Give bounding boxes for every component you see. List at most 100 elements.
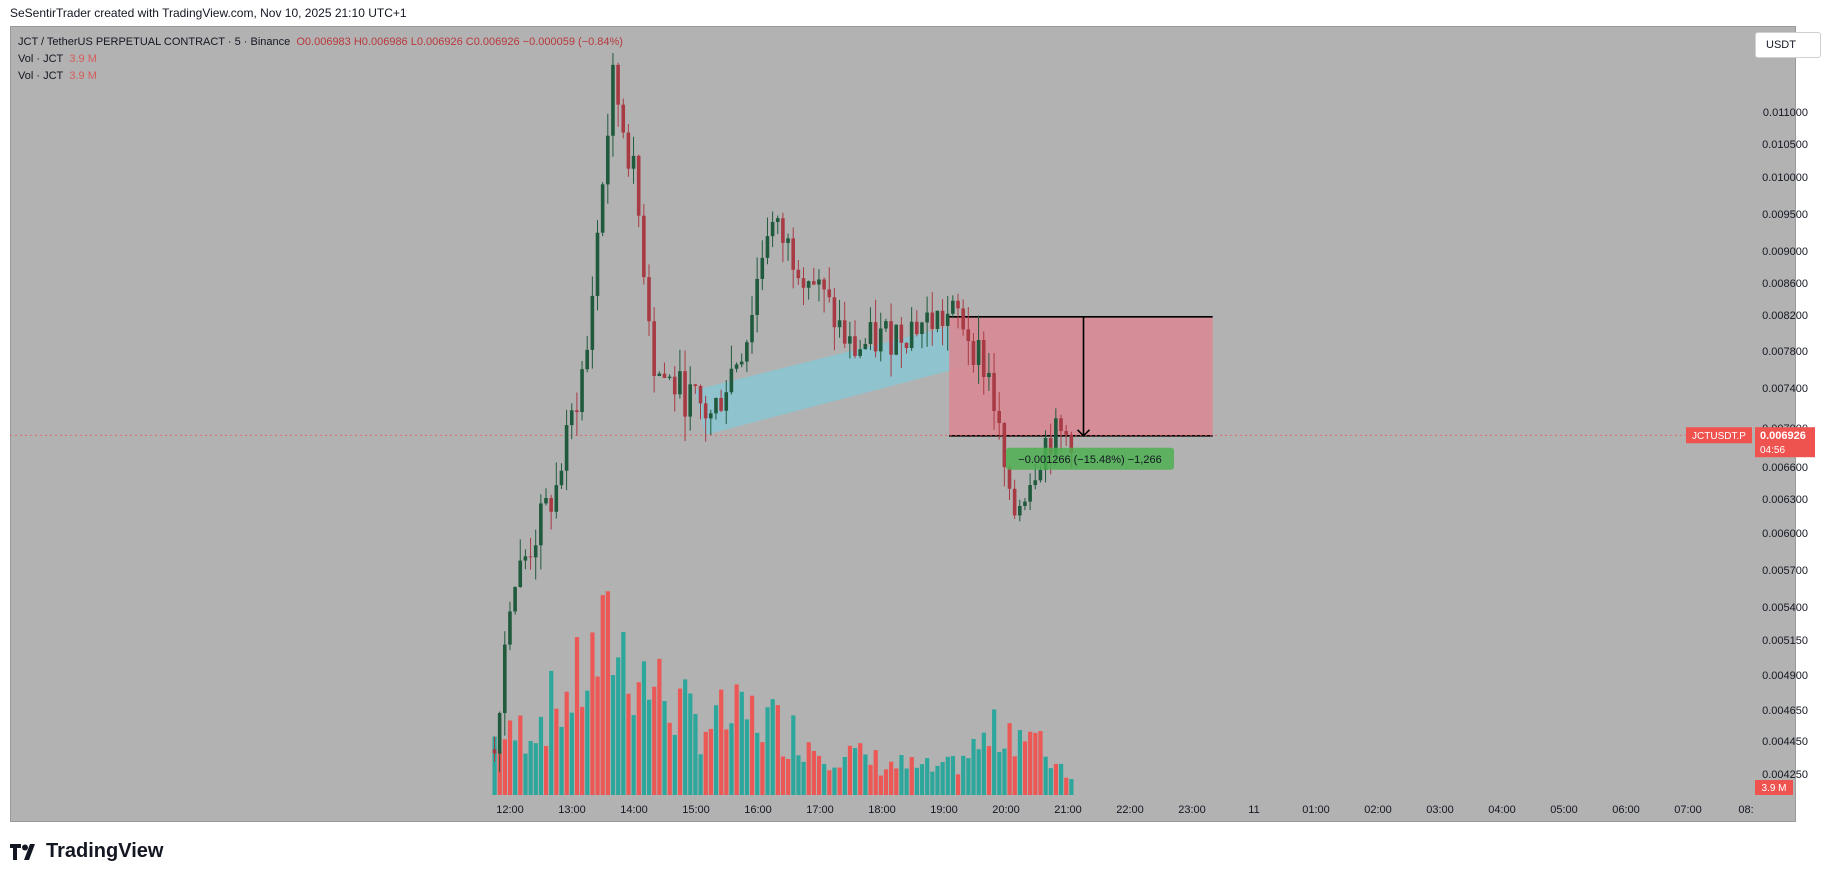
candle-body	[1054, 418, 1058, 455]
tradingview-logo[interactable]: TradingView	[10, 840, 163, 863]
volume-bar	[554, 708, 559, 795]
volume-bar	[961, 755, 966, 795]
volume-tag	[1755, 780, 1793, 795]
x-axis-tick-label: 07:00	[1674, 804, 1702, 816]
candle-body	[904, 342, 909, 348]
volume-bar	[981, 732, 986, 795]
x-axis-tick-label: 11	[1248, 804, 1259, 816]
symbol-line[interactable]: JCT / TetherUS PERPETUAL CONTRACT · 5 · …	[18, 34, 623, 51]
volume-bar	[853, 748, 858, 795]
currency-button[interactable]: USDT	[1755, 32, 1821, 58]
volume-bar	[822, 763, 827, 795]
volume-bar	[724, 729, 729, 795]
volume-bar	[1007, 723, 1012, 795]
x-axis-tick-label: 19:00	[930, 804, 958, 816]
candle-body	[951, 300, 955, 314]
symbol-price-tag-text: JCTUSDT.P	[1692, 431, 1746, 442]
volume-bar	[708, 728, 713, 795]
candle-body	[987, 372, 991, 378]
candle-body	[734, 364, 739, 369]
candle-body	[894, 324, 898, 355]
volume-bar	[574, 637, 580, 795]
volume-bar	[739, 691, 744, 795]
ohlc-values: O0.006983 H0.006986 L0.006926 C0.006926 …	[296, 36, 623, 48]
volume-bar	[502, 739, 507, 795]
candle-body	[940, 310, 945, 326]
volume-bar	[683, 679, 688, 795]
volume-bar	[919, 764, 925, 795]
volume-bar	[1064, 777, 1069, 795]
x-axis-tick-label: 01:00	[1302, 804, 1330, 816]
y-axis-tick-label: 0.008200	[1762, 310, 1808, 322]
volume-bar	[801, 761, 806, 795]
volume-bar	[528, 740, 533, 795]
y-axis-tick-label: 0.005400	[1762, 602, 1808, 614]
candle-body	[549, 498, 553, 512]
y-axis-tick-label: 0.004900	[1762, 670, 1808, 682]
candle-body	[812, 281, 816, 285]
x-axis-tick-label: 23:00	[1178, 804, 1206, 816]
x-axis-tick-label: 08:	[1738, 804, 1753, 816]
candle-body	[796, 269, 801, 279]
y-axis-tick-label: 0.006000	[1762, 528, 1808, 540]
symbol-price-tag	[1686, 427, 1752, 444]
candle-body	[858, 349, 862, 356]
volume-bar	[837, 767, 842, 795]
volume-bar	[780, 756, 786, 795]
volume-value-1: 3.9 M	[69, 53, 97, 65]
volume-bar	[956, 774, 961, 795]
candle-body	[703, 403, 708, 419]
countdown-text: 04:56	[1760, 445, 1785, 456]
volume-bar	[657, 658, 662, 795]
candle-body	[832, 297, 837, 328]
candle-body	[786, 238, 790, 243]
y-axis-tick-label: 0.006600	[1762, 462, 1808, 474]
x-axis-tick-label: 21:00	[1054, 804, 1082, 816]
volume-bar	[832, 767, 837, 795]
volume-value-2: 3.9 M	[69, 70, 97, 82]
candle-body	[791, 238, 795, 270]
candle-body	[745, 342, 749, 362]
candle-body	[920, 322, 924, 335]
candle-body	[631, 155, 636, 169]
volume-bar	[873, 750, 878, 795]
volume-bar	[1038, 731, 1043, 795]
volume-bar	[940, 762, 945, 795]
candle-body	[848, 336, 852, 344]
volume-label-2: Vol · JCT	[18, 70, 64, 82]
candle-body	[935, 310, 940, 329]
candle-body	[863, 343, 868, 350]
candle-body	[765, 236, 770, 258]
candle-body	[853, 336, 857, 356]
volume-legend-2[interactable]: Vol · JCT 3.9 M	[18, 68, 623, 85]
candle-body	[1028, 485, 1032, 502]
volume-bar	[976, 749, 981, 795]
candle-body	[992, 372, 996, 411]
x-axis-tick-label: 20:00	[992, 804, 1020, 816]
volume-bar	[904, 768, 909, 795]
volume-bar	[930, 771, 935, 795]
chart-pane[interactable]	[10, 26, 1796, 822]
candle-body	[595, 232, 600, 296]
volume-bar	[925, 758, 930, 795]
volume-bar	[513, 740, 518, 795]
x-axis-tick-label: 02:00	[1364, 804, 1392, 816]
x-axis-tick-label: 17:00	[806, 804, 834, 816]
volume-bar	[518, 715, 523, 795]
candle-body	[569, 410, 574, 426]
candle-body	[616, 64, 620, 105]
volume-bar	[863, 754, 868, 795]
candle-body	[837, 320, 842, 328]
x-axis-tick-label: 03:00	[1426, 804, 1454, 816]
candle-body	[739, 361, 744, 365]
volume-bar	[909, 756, 914, 795]
volume-legend-1[interactable]: Vol · JCT 3.9 M	[18, 51, 623, 68]
volume-bar	[713, 705, 719, 795]
candle-body	[528, 556, 533, 558]
candle-body	[889, 321, 893, 355]
volume-bar	[1017, 730, 1022, 795]
y-axis-tick-label: 0.011000	[1763, 107, 1808, 119]
candle-body	[662, 373, 667, 378]
volume-bar	[1059, 763, 1064, 795]
